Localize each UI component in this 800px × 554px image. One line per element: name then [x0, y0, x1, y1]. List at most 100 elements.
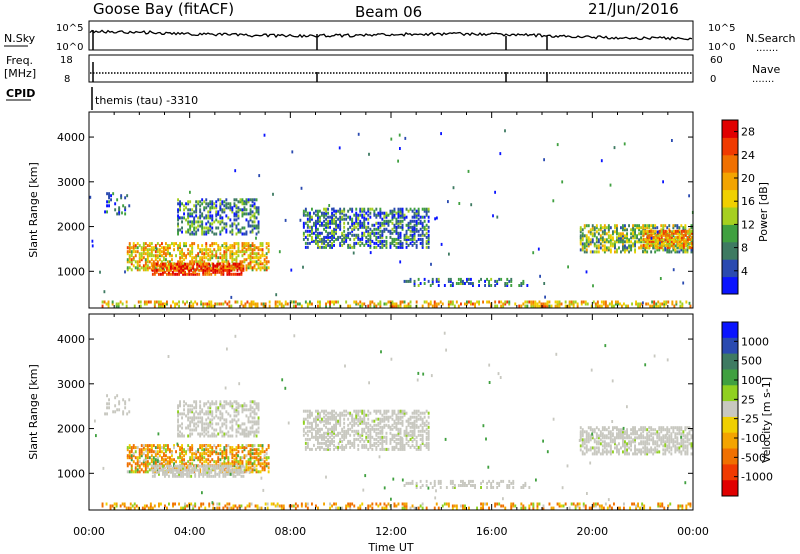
range-gate-cell — [242, 268, 245, 272]
range-gate-cell — [207, 258, 210, 262]
range-gate-cell — [413, 423, 416, 427]
range-gate-cell — [556, 304, 559, 308]
range-gate-cell — [276, 300, 279, 304]
range-gate-cell — [126, 252, 129, 256]
range-gate-cell — [335, 221, 337, 225]
range-gate-cell — [255, 464, 258, 468]
range-gate-cell — [457, 282, 460, 285]
range-gate-cell — [652, 224, 655, 228]
range-gate-cell — [397, 415, 400, 419]
range-gate-cell — [219, 464, 222, 468]
range-gate-cell — [616, 250, 618, 254]
range-gate-cell — [323, 213, 325, 217]
range-gate-cell — [591, 234, 594, 238]
range-gate-cell — [205, 458, 208, 462]
velocity-cells — [94, 331, 693, 510]
range-gate-cell — [177, 230, 179, 234]
range-gate-cell — [251, 200, 254, 204]
range-gate-cell — [144, 248, 147, 252]
range-gate-cell — [379, 221, 382, 225]
range-gate-cell — [670, 237, 673, 241]
range-gate-cell — [581, 434, 584, 438]
range-gate-cell — [225, 454, 228, 458]
range-gate-cell — [587, 448, 590, 452]
range-gate-cell — [191, 428, 194, 432]
range-gate-cell — [526, 304, 529, 308]
range-gate-cell — [585, 438, 588, 442]
range-gate-cell — [486, 481, 488, 485]
range-gate-cell — [206, 470, 209, 474]
range-gate-cell — [199, 248, 202, 252]
range-gate-cell — [660, 239, 663, 243]
range-gate-cell — [195, 232, 198, 236]
range-gate-cell — [309, 233, 311, 237]
range-gate-cell — [132, 258, 135, 262]
range-gate-cell — [112, 410, 115, 414]
range-gate-cell — [421, 207, 424, 211]
range-gate-cell — [343, 233, 346, 237]
range-gate-cell — [211, 468, 214, 472]
range-gate-cell — [496, 215, 499, 219]
range-gate-cell — [197, 260, 200, 264]
range-gate-cell — [242, 304, 245, 308]
range-gate-cell — [160, 464, 162, 468]
range-gate-cell — [317, 431, 319, 435]
range-gate-cell — [345, 237, 348, 241]
range-gate-cell — [228, 470, 231, 474]
range-gate-cell — [191, 220, 194, 224]
range-gate-cell — [144, 460, 147, 464]
range-gate-cell — [619, 302, 621, 306]
range-gate-cell — [313, 231, 315, 235]
range-gate-cell — [251, 260, 254, 264]
range-gate-cell — [237, 200, 240, 204]
range-gate-cell — [648, 235, 651, 239]
range-gate-cell — [108, 406, 110, 410]
range-gate-cell — [371, 239, 374, 243]
range-gate-cell — [321, 245, 323, 249]
range-gate-cell — [389, 241, 392, 245]
range-gate-cell — [249, 426, 252, 430]
range-gate-cell — [387, 213, 390, 217]
range-gate-cell — [618, 236, 620, 240]
range-gate-cell — [213, 428, 216, 432]
range-gate-cell — [353, 421, 356, 425]
range-gate-cell — [622, 226, 624, 230]
range-gate-cell — [221, 210, 224, 214]
range-gate-cell — [315, 219, 317, 223]
range-gate-cell — [490, 304, 493, 308]
range-gate-cell — [393, 207, 396, 211]
range-gate-cell — [498, 300, 501, 304]
range-gate-cell — [150, 464, 153, 468]
range-gate-cell — [413, 215, 416, 219]
range-gate-cell — [413, 211, 416, 215]
range-gate-cell — [263, 464, 266, 468]
range-gate-cell — [253, 422, 256, 426]
range-gate-cell — [415, 213, 418, 217]
range-gate-cell — [154, 264, 157, 268]
range-gate-cell — [510, 277, 513, 281]
range-gate-cell — [393, 445, 396, 449]
range-gate-cell — [411, 235, 414, 239]
range-gate-cell — [399, 225, 402, 229]
range-gate-cell — [245, 460, 248, 464]
range-gate-cell — [568, 304, 571, 308]
range-gate-cell — [413, 227, 416, 231]
range-gate-cell — [317, 427, 319, 431]
range-gate-cell — [315, 447, 317, 451]
range-gate-cell — [315, 209, 317, 213]
range-gate-cell — [166, 302, 168, 306]
range-gate-cell — [243, 468, 246, 472]
range-gate-cell — [548, 300, 551, 304]
range-gate-cell — [245, 408, 248, 412]
range-gate-cell — [496, 282, 499, 285]
range-gate-cell — [325, 229, 327, 233]
range-gate-cell — [579, 228, 582, 232]
range-gate-cell — [367, 433, 370, 437]
range-gate-cell — [181, 434, 183, 438]
range-gate-cell — [423, 443, 426, 447]
range-gate-cell — [369, 211, 372, 215]
range-gate-cell — [243, 408, 246, 412]
range-gate-cell — [345, 239, 348, 243]
range-gate-cell — [203, 412, 206, 416]
range-gate-cell — [347, 429, 350, 433]
